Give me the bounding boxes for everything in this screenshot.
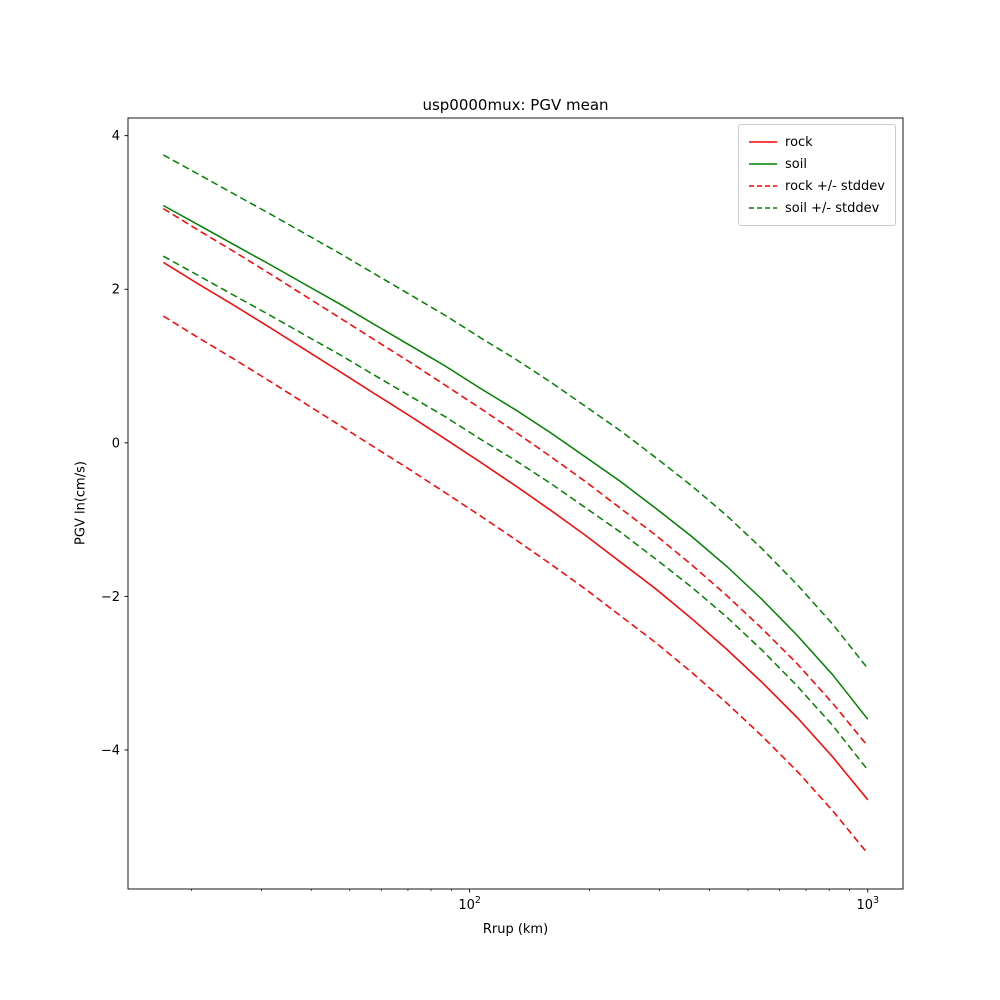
series-line-soil bbox=[162, 204, 869, 720]
series-line-rock-stddev-lower bbox=[162, 315, 869, 855]
legend-line-sample bbox=[749, 141, 778, 143]
axes-spines bbox=[127, 117, 904, 890]
y-tick-label: −2 bbox=[101, 590, 120, 605]
legend-line-sample bbox=[749, 185, 778, 187]
chart-title: usp0000mux: PGV mean bbox=[422, 96, 609, 114]
legend-line-sample bbox=[749, 163, 778, 165]
y-tick-label: 4 bbox=[112, 129, 120, 144]
series-line-rock-stddev-upper bbox=[162, 207, 869, 747]
y-axis-label: PGV ln(cm/s) bbox=[73, 461, 89, 545]
y-tick-label: 2 bbox=[112, 283, 120, 298]
y-tick-label: −4 bbox=[101, 744, 120, 759]
legend-item-soil-stddev: soil +/- stddev bbox=[748, 198, 885, 218]
legend-item-soil: soil bbox=[748, 154, 885, 174]
x-tick-label: 103 bbox=[856, 895, 879, 913]
series-line-soil-stddev-lower bbox=[162, 255, 869, 771]
series-line-rock bbox=[162, 261, 869, 801]
legend-line-sample bbox=[749, 207, 778, 209]
series-line-soil-stddev-upper bbox=[162, 154, 869, 670]
legend-label: rock +/- stddev bbox=[785, 178, 885, 194]
legend-item-rock-stddev: rock +/- stddev bbox=[748, 176, 885, 196]
legend-label: soil bbox=[785, 156, 807, 172]
legend-item-rock: rock bbox=[748, 132, 885, 152]
legend-label: rock bbox=[785, 134, 813, 150]
x-tick-label: 102 bbox=[458, 895, 481, 913]
legend: rock soil rock +/- stddev soil +/- stdde… bbox=[738, 124, 896, 226]
legend-label: soil +/- stddev bbox=[785, 200, 880, 216]
x-axis-label: Rrup (km) bbox=[482, 922, 549, 937]
y-tick-label: 0 bbox=[112, 436, 120, 451]
